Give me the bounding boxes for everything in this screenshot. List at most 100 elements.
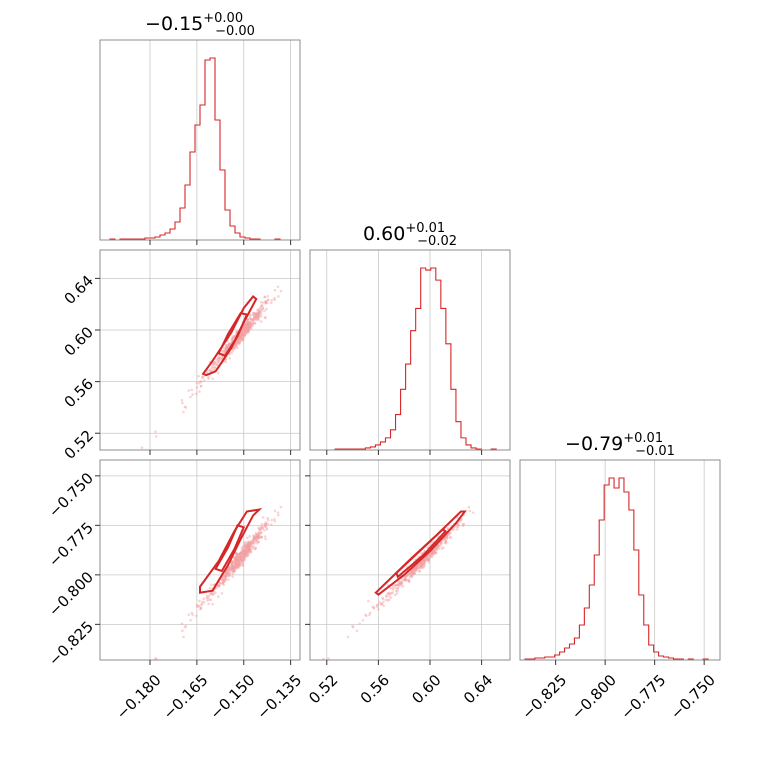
scatter-point	[195, 603, 199, 607]
scatter-point	[184, 406, 188, 409]
scatter-point	[243, 325, 247, 329]
scatter-2-0-points	[141, 505, 283, 675]
scatter-point	[237, 552, 240, 556]
scatter-point	[234, 561, 238, 565]
scatter-point	[437, 544, 440, 547]
scatter-point	[224, 573, 228, 576]
scatter-point	[257, 540, 260, 544]
scatter-point	[225, 347, 228, 351]
scatter-point	[260, 522, 264, 526]
scatter-point	[245, 320, 249, 324]
scatter-point	[218, 581, 222, 585]
scatter-point	[231, 567, 234, 571]
scatter-point	[247, 546, 250, 550]
scatter-point	[242, 327, 246, 331]
scatter-point	[434, 550, 437, 554]
scatter-point	[239, 554, 243, 558]
scatter-point	[420, 562, 424, 566]
scatter-point	[380, 602, 383, 606]
scatter-point	[231, 564, 234, 567]
scatter-point	[235, 558, 238, 562]
scatter-point	[248, 543, 252, 547]
scatter-point	[247, 544, 251, 547]
scatter-point	[237, 559, 240, 562]
scatter-point	[419, 564, 423, 567]
scatter-point	[257, 314, 261, 317]
scatter-point	[241, 553, 244, 556]
scatter-point	[441, 547, 444, 550]
scatter-point	[221, 582, 224, 585]
scatter-point	[376, 603, 380, 606]
y-tick-label-1-1: 0.56	[61, 375, 97, 411]
contour-2-1-0	[374, 510, 467, 596]
scatter-point	[233, 558, 236, 562]
scatter-point	[273, 517, 276, 521]
scatter-point	[226, 571, 230, 575]
scatter-point	[249, 313, 253, 317]
scatter-point	[279, 505, 283, 509]
scatter-point	[264, 521, 268, 524]
scatter-point	[227, 572, 230, 575]
scatter-point	[237, 558, 241, 562]
scatter-point	[240, 331, 244, 335]
scatter-point	[232, 560, 236, 563]
scatter-point	[266, 298, 270, 302]
scatter-point	[222, 578, 225, 582]
scatter-point	[414, 568, 418, 571]
scatter-point	[415, 569, 418, 573]
scatter-point	[414, 567, 417, 570]
scatter-point	[235, 558, 239, 561]
scatter-point	[248, 547, 251, 551]
scatter-point	[234, 560, 238, 564]
scatter-point	[439, 542, 443, 545]
scatter-point	[141, 672, 144, 675]
scatter-point	[239, 556, 243, 560]
scatter-point	[260, 309, 263, 313]
scatter-point	[199, 606, 203, 610]
hist-panel-0: −0.15+0.00 −0.00	[99, 11, 301, 245]
scatter-point	[396, 587, 399, 591]
scatter-point	[238, 557, 242, 560]
scatter-point	[236, 346, 239, 349]
scatter-point	[231, 566, 235, 569]
scatter-point	[423, 560, 426, 563]
scatter-point	[218, 357, 222, 361]
scatter-point	[245, 325, 249, 328]
scatter-point	[245, 331, 249, 335]
scatter-point	[217, 355, 221, 359]
scatter-point	[276, 511, 280, 514]
scatter-point	[225, 346, 229, 349]
scatter-point	[245, 544, 249, 548]
scatter-point	[259, 312, 263, 316]
scatter-point	[235, 552, 239, 556]
scatter-point	[239, 559, 242, 562]
scatter-point	[415, 567, 419, 570]
scatter-point	[245, 322, 248, 326]
scatter-point	[414, 565, 418, 569]
scatter-point	[242, 327, 246, 330]
scatter-point	[239, 335, 242, 339]
scatter-point	[247, 551, 251, 555]
scatter-point	[364, 614, 368, 618]
hist-0-frame	[99, 39, 301, 241]
scatter-point	[244, 546, 248, 550]
scatter-point	[195, 386, 199, 389]
scatter-point	[237, 336, 241, 340]
scatter-point	[249, 317, 253, 321]
scatter-point	[427, 555, 431, 559]
scatter-point	[218, 582, 222, 585]
scatter-point	[243, 552, 247, 555]
scatter-point	[240, 548, 244, 552]
scatter-point	[231, 566, 234, 570]
scatter-point	[209, 369, 213, 373]
scatter-point	[254, 547, 258, 550]
scatter-point	[239, 551, 243, 555]
scatter-point	[381, 596, 384, 600]
scatter-point	[413, 569, 417, 572]
scatter-point	[257, 528, 261, 531]
scatter-point	[386, 599, 390, 602]
scatter-point	[389, 596, 393, 599]
scatter-point	[212, 592, 216, 596]
scatter-point	[255, 316, 258, 320]
scatter-point	[240, 336, 244, 340]
